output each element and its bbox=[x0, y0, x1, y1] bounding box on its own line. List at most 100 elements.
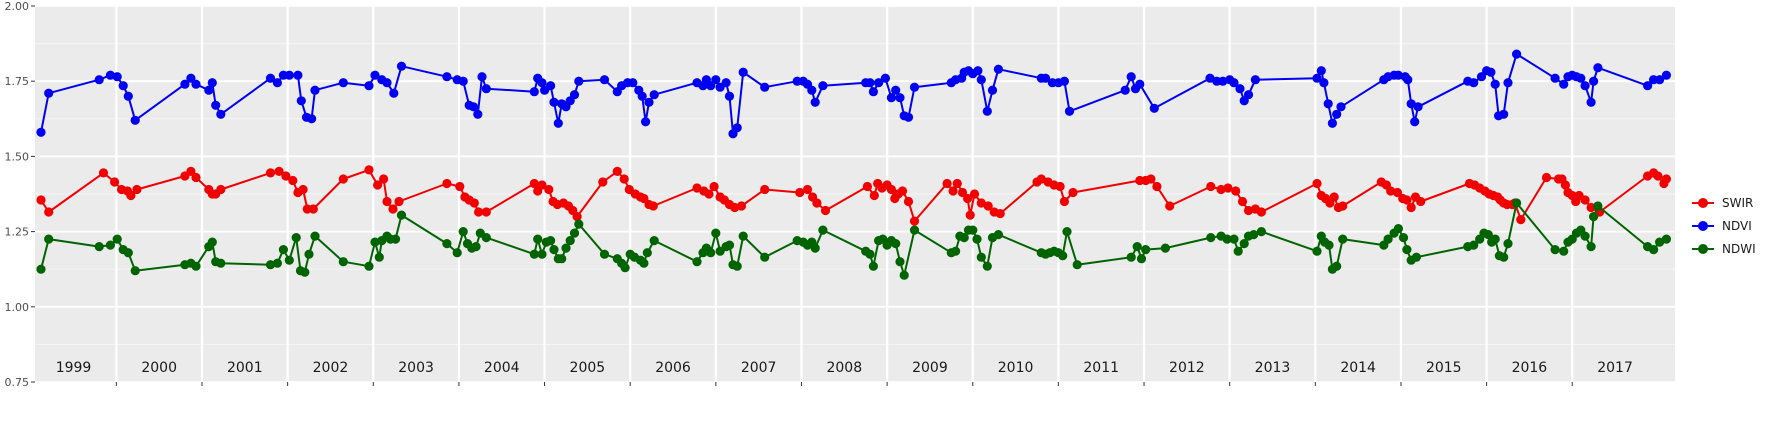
data-point-ndwi bbox=[364, 261, 374, 271]
data-point-swir bbox=[126, 190, 136, 201]
data-point-swir bbox=[1653, 171, 1663, 181]
data-point-ndwi bbox=[1206, 233, 1216, 243]
data-point-ndvi bbox=[1332, 109, 1342, 119]
data-point-ndwi bbox=[1383, 234, 1393, 244]
data-point-swir bbox=[862, 181, 873, 192]
data-point-ndvi bbox=[976, 75, 986, 85]
data-point-swir bbox=[1402, 195, 1412, 205]
data-point-ndwi bbox=[561, 243, 571, 253]
year-label-2009: 2009 bbox=[912, 360, 948, 376]
data-point-ndvi bbox=[293, 70, 303, 80]
data-point-swir bbox=[379, 174, 389, 184]
data-point-ndvi bbox=[1406, 99, 1416, 109]
data-point-swir bbox=[1312, 178, 1322, 189]
data-point-ndvi bbox=[473, 109, 483, 119]
data-point-swir bbox=[963, 193, 973, 204]
data-point-swir bbox=[455, 181, 465, 192]
data-point-ndvi bbox=[1064, 106, 1075, 116]
data-point-ndwi bbox=[284, 255, 294, 265]
data-point-swir bbox=[1560, 180, 1570, 190]
data-point-swir bbox=[952, 178, 962, 189]
data-point-swir bbox=[191, 172, 201, 183]
data-point-ndvi bbox=[711, 75, 721, 85]
data-point-ndwi bbox=[1249, 230, 1259, 240]
data-point-ndwi bbox=[300, 267, 310, 277]
year-label-2011: 2011 bbox=[1083, 360, 1119, 376]
data-point-swir bbox=[957, 187, 968, 198]
data-point-ndwi bbox=[909, 225, 920, 235]
data-point-ndvi bbox=[574, 76, 584, 86]
data-point-swir bbox=[965, 210, 975, 220]
data-point-swir bbox=[1206, 181, 1216, 192]
data-point-ndwi bbox=[1222, 234, 1232, 244]
data-point-ndwi bbox=[1580, 231, 1590, 241]
data-point-swir bbox=[1237, 196, 1248, 207]
data-point-ndvi bbox=[272, 78, 282, 88]
data-point-ndvi bbox=[880, 73, 891, 83]
year-label-2017: 2017 bbox=[1597, 360, 1633, 376]
data-point-ndvi bbox=[112, 72, 122, 82]
data-point-ndwi bbox=[112, 234, 122, 244]
data-point-swir bbox=[1416, 196, 1426, 207]
data-point-ndwi bbox=[891, 239, 901, 249]
data-point-ndvi bbox=[389, 88, 399, 98]
data-point-ndvi bbox=[1235, 84, 1245, 94]
data-point-ndvi bbox=[760, 82, 770, 92]
data-point-ndwi bbox=[959, 233, 969, 243]
data-point-swir bbox=[909, 216, 920, 226]
data-point-ndwi bbox=[649, 236, 659, 246]
year-label-2006: 2006 bbox=[655, 360, 691, 376]
data-point-ndvi bbox=[94, 75, 104, 85]
data-point-ndwi bbox=[895, 257, 905, 267]
data-point-ndvi bbox=[370, 70, 380, 80]
data-point-ndwi bbox=[546, 236, 556, 246]
data-point-ndwi bbox=[1058, 251, 1068, 261]
data-point-swir bbox=[1580, 195, 1590, 205]
data-point-swir bbox=[948, 186, 958, 196]
data-point-ndvi bbox=[549, 97, 559, 107]
data-point-ndwi bbox=[1338, 234, 1348, 244]
data-point-ndvi bbox=[191, 79, 201, 89]
data-point-ndvi bbox=[1040, 73, 1051, 83]
data-point-ndwi bbox=[291, 233, 301, 243]
data-point-ndwi bbox=[529, 249, 539, 259]
data-point-ndwi bbox=[1402, 245, 1412, 255]
data-point-ndwi bbox=[1393, 224, 1403, 234]
data-point-ndwi bbox=[481, 233, 491, 243]
data-point-ndvi bbox=[909, 82, 920, 92]
data-point-ndwi bbox=[1239, 239, 1249, 249]
data-point-ndwi bbox=[993, 230, 1004, 240]
data-point-swir bbox=[736, 201, 747, 211]
data-point-swir bbox=[44, 207, 54, 217]
data-point-ndwi bbox=[272, 258, 282, 268]
data-point-ndvi bbox=[1499, 109, 1509, 119]
data-point-swir bbox=[897, 186, 908, 196]
data-point-ndvi bbox=[1490, 79, 1500, 89]
data-point-swir bbox=[529, 178, 539, 189]
data-point-ndvi bbox=[1589, 76, 1599, 86]
data-point-ndwi bbox=[569, 228, 580, 238]
data-point-ndwi bbox=[642, 248, 652, 258]
data-point-swir bbox=[648, 201, 658, 211]
data-point-ndwi bbox=[1324, 240, 1334, 250]
data-point-ndvi bbox=[1059, 76, 1069, 86]
data-point-swir bbox=[795, 187, 805, 198]
data-point-swir bbox=[995, 209, 1005, 219]
data-point-ndwi bbox=[1398, 233, 1409, 243]
data-point-swir bbox=[281, 171, 291, 181]
data-point-swir bbox=[186, 166, 196, 176]
data-point-swir bbox=[274, 166, 284, 176]
data-point-ndwi bbox=[1469, 240, 1479, 250]
data-point-swir bbox=[983, 201, 993, 211]
data-point-ndvi bbox=[1149, 103, 1159, 113]
data-point-ndwi bbox=[692, 257, 702, 267]
data-point-swir bbox=[1243, 205, 1254, 216]
legend-key-marker bbox=[1698, 221, 1708, 231]
year-label-2013: 2013 bbox=[1255, 360, 1291, 376]
data-point-ndvi bbox=[1126, 72, 1136, 82]
year-label-2004: 2004 bbox=[484, 360, 520, 376]
data-point-ndvi bbox=[868, 87, 879, 97]
data-point-swir bbox=[969, 189, 980, 199]
data-point-ndvi bbox=[1486, 67, 1496, 77]
data-point-ndwi bbox=[396, 210, 407, 220]
